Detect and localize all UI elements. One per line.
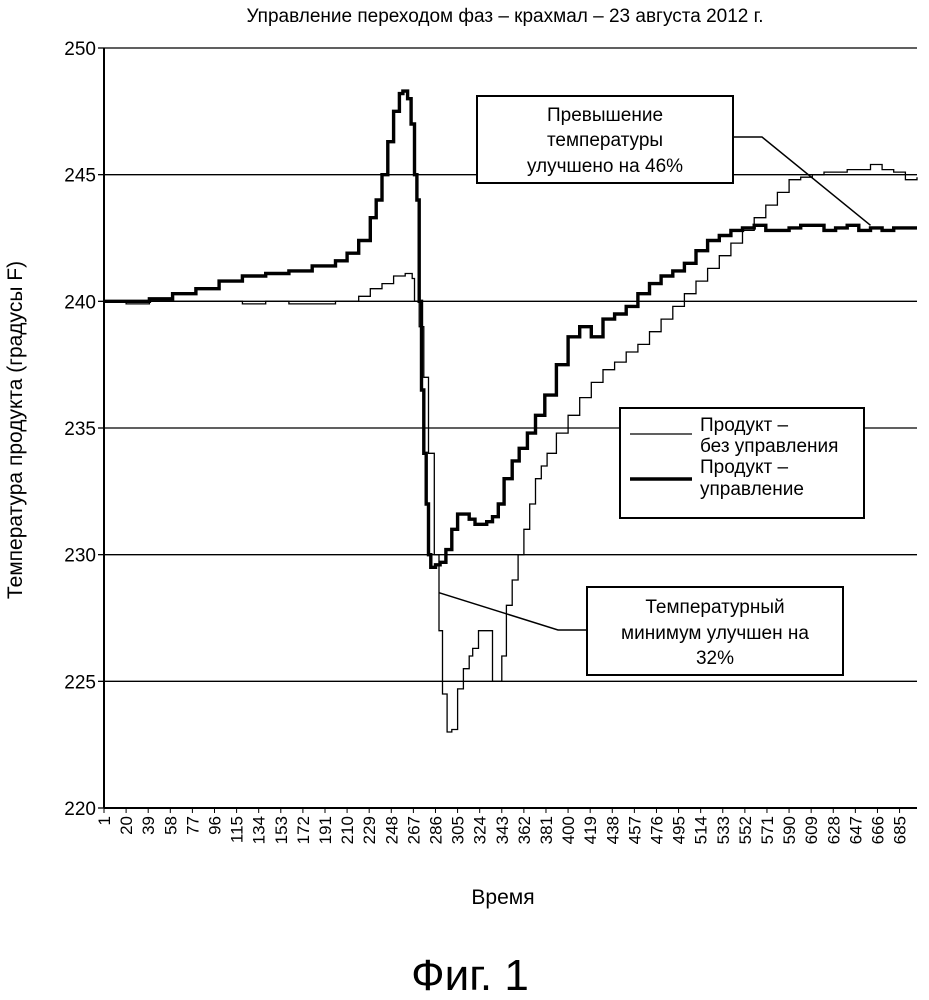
x-tick-label: 457 bbox=[625, 816, 644, 844]
annotation-line: 32% bbox=[696, 648, 734, 669]
y-axis-label: Температура продукта (градусы F) bbox=[4, 261, 27, 599]
legend: Продукт – без управления Продукт – управ… bbox=[620, 408, 864, 518]
x-tick-label: 20 bbox=[117, 816, 136, 835]
x-tick-label: 362 bbox=[515, 816, 534, 844]
x-axis-label: Время bbox=[471, 886, 534, 909]
y-tick-label: 240 bbox=[64, 292, 96, 313]
x-tick-label: 210 bbox=[338, 816, 357, 844]
annotation-line: температуры bbox=[547, 130, 663, 151]
x-tick-label: 438 bbox=[603, 816, 622, 844]
annotation-line: минимум улучшен на bbox=[621, 623, 809, 644]
legend-label-uncontrolled: без управления bbox=[700, 436, 838, 457]
x-tick-label: 1 bbox=[95, 816, 114, 825]
x-tick-label: 343 bbox=[493, 816, 512, 844]
y-tick-label: 245 bbox=[64, 166, 96, 187]
x-tick-label: 381 bbox=[537, 816, 556, 844]
x-tick-label: 248 bbox=[382, 816, 401, 844]
legend-label-controlled: управление bbox=[700, 479, 804, 500]
x-tick-label: 153 bbox=[272, 816, 291, 844]
x-tick-label: 609 bbox=[802, 816, 821, 844]
x-tick-label: 229 bbox=[360, 816, 379, 844]
x-tick-label: 533 bbox=[714, 816, 733, 844]
x-tick-label: 628 bbox=[824, 816, 843, 844]
y-tick-label: 250 bbox=[64, 39, 96, 60]
x-axis-ticks: 1203958779611513415317219121022924826728… bbox=[95, 808, 910, 844]
annotation-line: Температурный bbox=[645, 597, 784, 618]
x-tick-label: 476 bbox=[647, 816, 666, 844]
legend-label-uncontrolled: Продукт – bbox=[700, 415, 788, 436]
x-tick-label: 419 bbox=[581, 816, 600, 844]
x-tick-label: 172 bbox=[294, 816, 313, 844]
annotation-leaders bbox=[439, 137, 871, 630]
x-tick-label: 571 bbox=[758, 816, 777, 844]
x-tick-label: 514 bbox=[692, 816, 711, 844]
x-tick-label: 286 bbox=[426, 816, 445, 844]
chart-title: Управление переходом фаз – крахмал – 23 … bbox=[246, 6, 763, 27]
x-tick-label: 267 bbox=[404, 816, 423, 844]
y-tick-label: 230 bbox=[64, 546, 96, 567]
x-tick-label: 305 bbox=[449, 816, 468, 844]
legend-label-controlled: Продукт – bbox=[700, 457, 788, 478]
figure-caption: Фиг. 1 bbox=[411, 951, 529, 1000]
x-tick-label: 39 bbox=[139, 816, 158, 835]
x-tick-label: 647 bbox=[846, 816, 865, 844]
y-tick-label: 225 bbox=[64, 672, 96, 693]
x-tick-label: 666 bbox=[868, 816, 887, 844]
x-tick-label: 552 bbox=[736, 816, 755, 844]
annotation-leader bbox=[439, 593, 587, 630]
y-tick-label: 235 bbox=[64, 419, 96, 440]
x-tick-label: 77 bbox=[183, 816, 202, 835]
x-tick-label: 590 bbox=[780, 816, 799, 844]
annotation-line: Превышение bbox=[547, 105, 663, 126]
annotation-minimum: Температурный минимум улучшен на 32% bbox=[587, 587, 843, 675]
x-tick-label: 400 bbox=[559, 816, 578, 844]
x-tick-label: 324 bbox=[471, 816, 490, 844]
x-tick-label: 115 bbox=[228, 816, 247, 843]
x-tick-label: 96 bbox=[205, 816, 224, 835]
y-tick-label: 220 bbox=[64, 799, 96, 820]
x-tick-label: 58 bbox=[161, 816, 180, 835]
x-tick-label: 191 bbox=[316, 816, 335, 844]
x-tick-label: 685 bbox=[891, 816, 910, 844]
annotation-leader bbox=[733, 137, 871, 225]
y-axis-ticks: 220 225 230 235 240 245 250 bbox=[64, 39, 104, 820]
annotation-line: улучшено на 46% bbox=[527, 156, 683, 177]
x-tick-label: 134 bbox=[250, 816, 269, 844]
x-tick-label: 495 bbox=[670, 816, 689, 844]
annotation-overshoot: Превышение температуры улучшено на 46% bbox=[477, 96, 733, 183]
